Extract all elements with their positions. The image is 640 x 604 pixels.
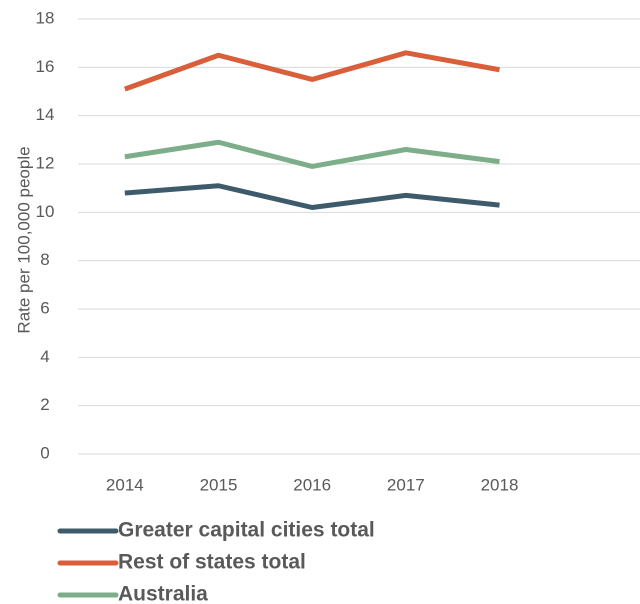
y-tick-label: 10 <box>36 202 55 221</box>
legend-label: Australia <box>118 583 208 604</box>
x-tick-label: 2015 <box>200 475 238 494</box>
y-tick-label: 6 <box>40 298 49 317</box>
y-tick-label: 12 <box>36 153 55 172</box>
y-tick-label: 4 <box>40 347 49 366</box>
chart: 0 2 4 6 8 10 12 14 16 18 2014 2015 2016 2017 2018 Great… <box>0 0 640 604</box>
y-tick-label: 0 <box>40 443 49 462</box>
x-tick-label: 2017 <box>387 475 425 494</box>
series-line <box>125 53 500 89</box>
y-tick-label: 14 <box>36 105 55 124</box>
y-tick-label: 2 <box>40 395 49 414</box>
y-tick-label: 18 <box>36 8 55 27</box>
x-tick-label: 2016 <box>293 475 331 494</box>
x-tick-label: 2014 <box>106 475 144 494</box>
legend-label: Greater capital cities total <box>118 519 375 542</box>
series-line <box>125 186 500 208</box>
y-axis-label: Rate per 100,000 people <box>14 146 33 333</box>
y-tick-label: 8 <box>40 250 49 269</box>
y-tick-label: 16 <box>36 57 55 76</box>
legend-label: Rest of states total <box>118 551 306 574</box>
x-tick-label: 2018 <box>481 475 519 494</box>
plot: 0 2 4 6 8 10 12 14 16 18 2014 2015 2016 2017 2018 Great… <box>36 8 640 604</box>
series-line <box>125 142 500 166</box>
